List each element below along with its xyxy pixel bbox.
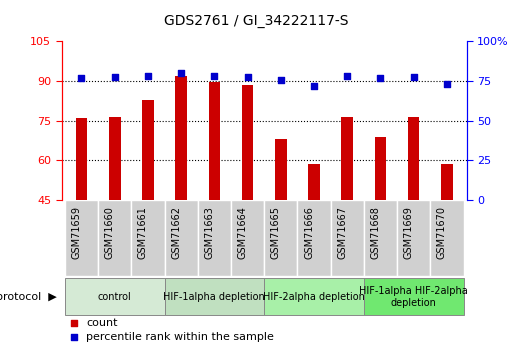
Bar: [397, 200, 430, 276]
Bar: [331, 200, 364, 276]
Text: GSM71666: GSM71666: [304, 206, 314, 259]
Text: count: count: [86, 318, 117, 328]
Point: [111, 74, 119, 80]
Bar: [98, 200, 131, 276]
Bar: [275, 139, 287, 200]
Text: GSM71660: GSM71660: [105, 206, 115, 259]
Point: [177, 70, 185, 76]
Point: [77, 75, 86, 81]
Point: [409, 74, 418, 80]
Bar: [175, 76, 187, 200]
Text: GDS2761 / GI_34222117-S: GDS2761 / GI_34222117-S: [164, 14, 349, 28]
Point: [277, 78, 285, 83]
Point: [244, 74, 252, 80]
Text: HIF-1alpha depletion: HIF-1alpha depletion: [164, 292, 265, 302]
Bar: [231, 200, 264, 276]
Bar: [374, 137, 386, 200]
Point: [144, 73, 152, 78]
Point: [377, 75, 385, 81]
Bar: [198, 200, 231, 276]
Text: GSM71669: GSM71669: [404, 206, 413, 259]
Bar: [441, 164, 452, 200]
Bar: [264, 200, 298, 276]
Bar: [364, 200, 397, 276]
Text: percentile rank within the sample: percentile rank within the sample: [86, 332, 274, 342]
Bar: [65, 278, 165, 315]
Bar: [142, 100, 154, 200]
Point: [343, 73, 351, 79]
Text: HIF-2alpha depletion: HIF-2alpha depletion: [263, 292, 365, 302]
Bar: [408, 117, 420, 200]
Point: [70, 334, 78, 339]
Text: GSM71663: GSM71663: [204, 206, 214, 259]
Bar: [65, 200, 98, 276]
Point: [310, 83, 318, 89]
Text: GSM71664: GSM71664: [238, 206, 248, 259]
Bar: [430, 200, 464, 276]
Text: protocol  ▶: protocol ▶: [0, 292, 56, 302]
Bar: [364, 278, 464, 315]
Text: GSM71661: GSM71661: [138, 206, 148, 259]
Text: GSM71668: GSM71668: [370, 206, 381, 259]
Text: control: control: [98, 292, 132, 302]
Bar: [342, 117, 353, 200]
Text: GSM71667: GSM71667: [337, 206, 347, 259]
Text: GSM71670: GSM71670: [437, 206, 447, 259]
Bar: [165, 278, 264, 315]
Bar: [165, 200, 198, 276]
Bar: [109, 117, 121, 200]
Text: GSM71659: GSM71659: [71, 206, 82, 259]
Bar: [264, 278, 364, 315]
Point: [210, 73, 219, 79]
Point: [443, 81, 451, 87]
Bar: [242, 85, 253, 200]
Bar: [76, 118, 87, 200]
Bar: [308, 164, 320, 200]
Text: GSM71662: GSM71662: [171, 206, 181, 259]
Text: GSM71665: GSM71665: [271, 206, 281, 259]
Point: [70, 321, 78, 326]
Bar: [131, 200, 165, 276]
Bar: [298, 200, 331, 276]
Bar: [209, 82, 220, 200]
Text: HIF-1alpha HIF-2alpha
depletion: HIF-1alpha HIF-2alpha depletion: [359, 286, 468, 307]
